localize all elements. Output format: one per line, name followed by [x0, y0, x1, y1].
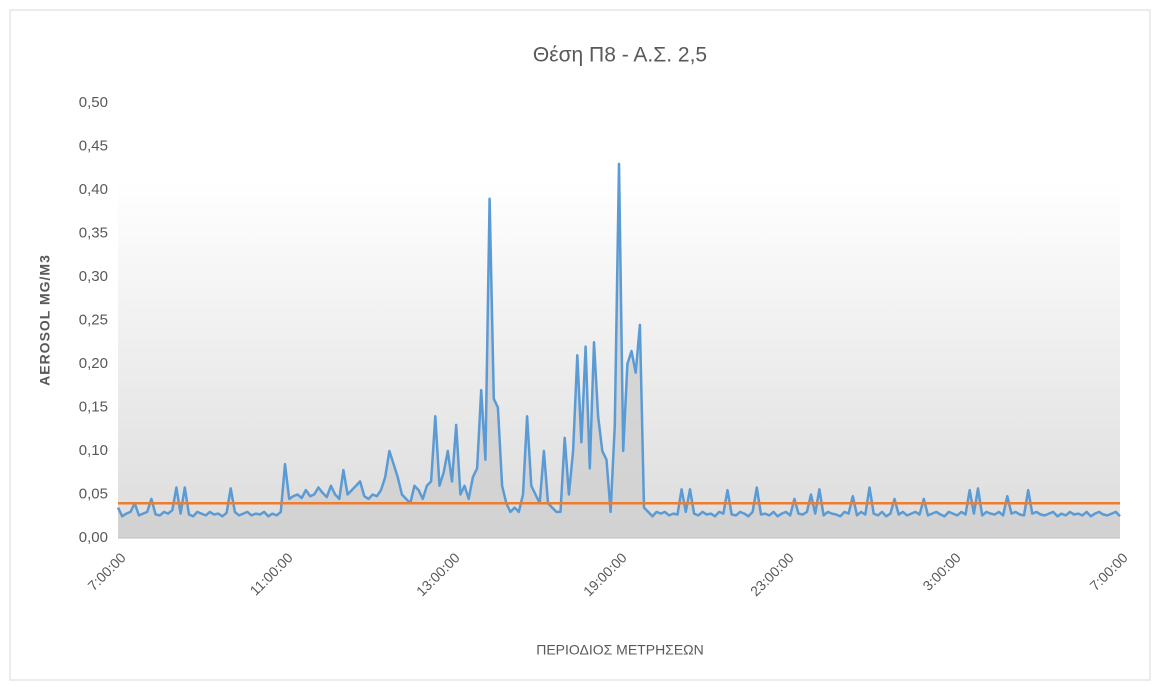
y-tick-label: 0,35: [79, 224, 108, 241]
y-tick-label: 0,40: [79, 181, 108, 198]
y-tick-label: 0,15: [79, 398, 108, 415]
y-tick-label: 0,05: [79, 485, 108, 502]
y-tick-label: 0,50: [79, 94, 108, 111]
x-axis-label: ΠΕΡΙΟΔΙΟΣ ΜΕΤΡΗΣΕΩΝ: [536, 642, 704, 658]
y-tick-label: 0,25: [79, 311, 108, 328]
y-tick-label: 0,00: [79, 529, 108, 546]
y-tick-label: 0,10: [79, 442, 108, 459]
y-tick-label: 0,45: [79, 137, 108, 154]
y-tick-label: 0,20: [79, 355, 108, 372]
chart-title: Θέση Π8 - Α.Σ. 2,5: [533, 44, 707, 67]
area: [118, 163, 1120, 538]
line: [116, 162, 1121, 518]
y-axis-label: AEROSOL MG/M3: [37, 254, 53, 386]
y-tick-label: 0,30: [79, 268, 108, 285]
